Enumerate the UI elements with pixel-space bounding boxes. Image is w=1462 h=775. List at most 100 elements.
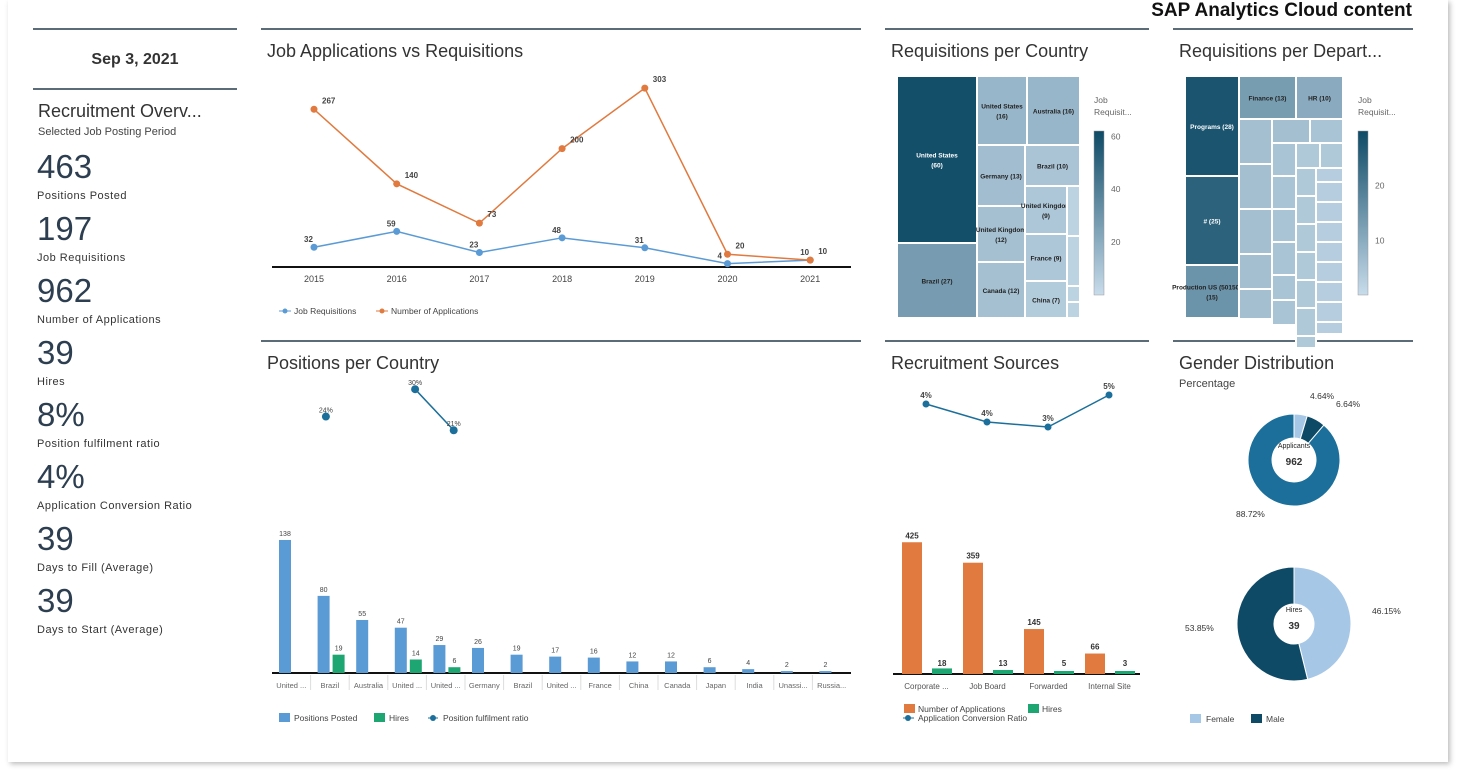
legend-marker [1190,714,1201,723]
brand-title: SAP Analytics Cloud content [1151,0,1412,21]
chart-title: Job Applications vs Requisitions [267,41,524,61]
treemap-tile [1295,335,1317,349]
legend-marker [430,715,436,721]
treemap-tile [1066,301,1081,319]
tile-label: # (25) [1204,219,1221,226]
data-point [393,180,401,188]
ratio-point [1044,423,1052,431]
treemap-tile [1295,142,1321,169]
treemap-tile [1315,201,1344,223]
data-label: 66 [1091,643,1100,652]
x-tick-label: United ... [431,681,461,690]
bar-positions-posted [703,667,716,673]
tile-label: Brazil (27) [921,279,952,286]
divider [33,88,237,90]
data-label: 17 [551,648,559,655]
tile-label: Australia (16) [1033,109,1074,116]
data-label: 13 [999,659,1008,668]
legend-label: Application Conversion Ratio [918,713,1027,723]
bar-positions-posted [279,539,291,673]
treemap-tile [1295,279,1317,309]
chart-title: Positions per Country [267,353,440,373]
data-label: 73 [487,210,496,219]
data-point [641,84,649,92]
x-tick-label: France [588,681,611,690]
x-tick-label: 2019 [635,274,655,284]
bar-hires [332,654,345,673]
center-value: 39 [1288,621,1300,632]
bar-positions-posted [665,661,677,673]
treemap-tile [1315,221,1344,243]
data-label: 19 [335,646,343,653]
bar-hires [448,667,461,673]
data-label: 3 [1123,659,1128,668]
treemap-tile [896,75,978,244]
data-label: 55 [358,611,366,618]
x-tick-label: Japan [706,681,726,690]
treemap-tile [1066,285,1081,303]
kpi-label: Days to Start (Average) [37,624,164,636]
kpi-label: Days to Fill (Average) [37,562,154,574]
ratio-line [925,394,1110,428]
treemap-tile [1024,185,1068,235]
x-tick-label: India [746,681,763,690]
bar-applications [1024,629,1044,674]
treemap-tile [1271,118,1311,144]
bar-positions-posted [433,645,446,673]
kpi-value: 463 [37,148,93,185]
treemap-tile [1295,167,1317,197]
data-label: 12 [629,652,637,659]
data-label: 303 [653,75,667,84]
slice-label: 46.15% [1372,606,1401,616]
ratio-line [414,388,455,431]
x-tick-label: Germany [469,681,500,690]
treemap-tile [1295,307,1317,337]
data-label: 59 [387,219,396,228]
data-label: 23 [469,240,478,249]
date-label: Sep 3, 2021 [91,51,179,68]
donut-slice [1293,566,1352,680]
bar-hires [1115,671,1135,674]
kpi-label: Application Conversion Ratio [37,500,193,512]
kpi-value: 39 [37,334,74,371]
overview-title: Recruitment Overv... [38,101,202,121]
legend-label: Number of Applications [391,306,478,316]
treemap-tile [1315,241,1344,263]
data-label: 359 [966,552,980,561]
legend-marker [279,713,290,722]
bar-positions-posted [472,647,484,673]
data-label: 425 [905,531,919,540]
data-point [475,219,483,227]
legend-label: Hires [389,713,409,723]
data-label: 20 [736,241,745,250]
legend-marker [282,308,288,314]
data-point [393,227,401,235]
data-point [806,256,814,264]
treemap-tile [1184,75,1240,177]
bar-hires [409,659,422,673]
data-label: 6 [708,658,712,665]
data-point [558,234,566,242]
kpi-label: Positions Posted [37,190,127,202]
center-label: Hires [1286,607,1303,614]
divider [1173,340,1413,342]
data-label: 138 [279,531,291,538]
legend-tick: 10 [1375,235,1385,245]
treemap-tile [1295,195,1317,225]
data-point [724,250,731,258]
tile-label: Programs (28) [1190,124,1234,131]
bar-applications [1085,653,1105,674]
legend-label: Female [1206,714,1235,724]
legend-label: Male [1266,714,1285,724]
treemap-tile [1238,288,1273,320]
legend-label: Positions Posted [294,713,358,723]
data-label: 10 [818,247,827,256]
slice-label: 53.85% [1185,623,1214,633]
treemap-tile [1271,241,1297,276]
x-tick-label: 2020 [717,274,737,284]
treemap-tile [1184,264,1240,319]
bar-hires [993,669,1013,674]
kpi-value: 197 [37,210,93,247]
treemap-tile [1238,163,1273,210]
center-label: Applicants [1278,443,1311,450]
